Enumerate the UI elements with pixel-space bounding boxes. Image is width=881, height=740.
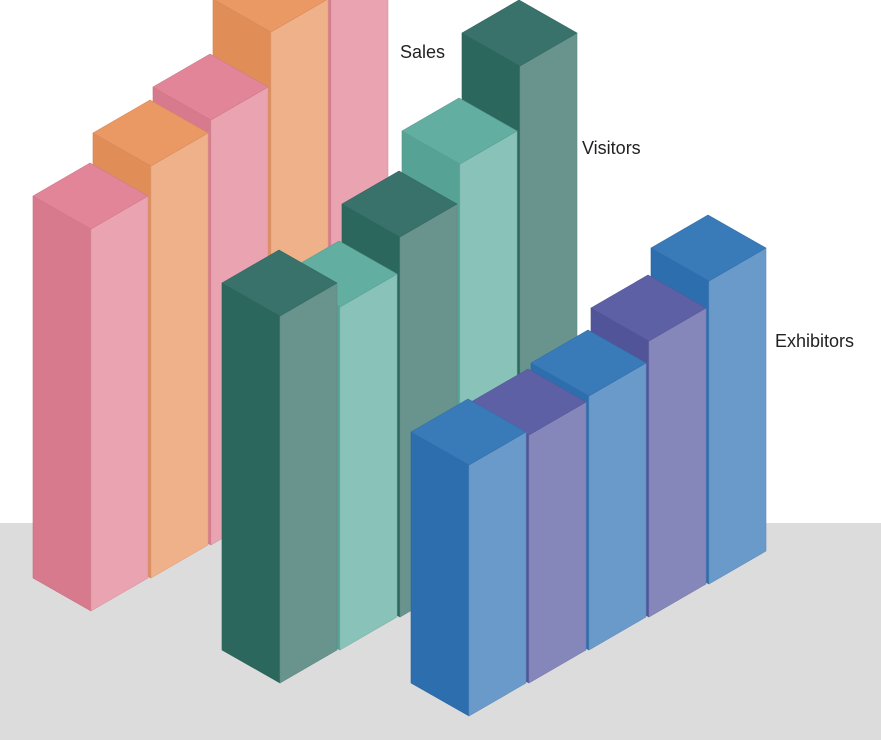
bar-top-face <box>341 170 458 238</box>
bar <box>32 162 149 612</box>
bar-right-face <box>588 362 647 651</box>
bar-left-face <box>32 195 92 612</box>
bar-top-face <box>401 97 518 165</box>
bar-top-face <box>92 99 209 167</box>
bar-right-face <box>468 431 527 717</box>
bar <box>410 398 527 717</box>
bar-top-face <box>221 249 338 317</box>
bar-right-face <box>708 247 767 585</box>
bar-right-face <box>150 132 209 579</box>
bar-top-face <box>530 329 647 397</box>
bar <box>221 249 338 684</box>
series-exhibitors <box>410 214 767 717</box>
bar-left-face <box>221 282 281 684</box>
bar-top-face <box>152 53 269 121</box>
bar-right-face <box>90 195 149 612</box>
bar-right-face <box>339 273 398 651</box>
bar-top-face <box>32 162 149 230</box>
bar-top-face <box>461 0 578 67</box>
bar-top-face <box>590 274 707 342</box>
bar-right-face <box>279 282 338 684</box>
bar-right-face <box>648 307 707 618</box>
bar-top-face <box>650 214 767 282</box>
bar-right-face <box>528 401 587 684</box>
series-label-sales: Sales <box>400 42 446 62</box>
bar-left-face <box>410 431 470 717</box>
series-label-exhibitors: Exhibitors <box>775 331 855 351</box>
bar-top-face <box>410 398 527 466</box>
bar-top-face <box>214 0 327 33</box>
series-label-visitors: Visitors <box>582 138 641 158</box>
